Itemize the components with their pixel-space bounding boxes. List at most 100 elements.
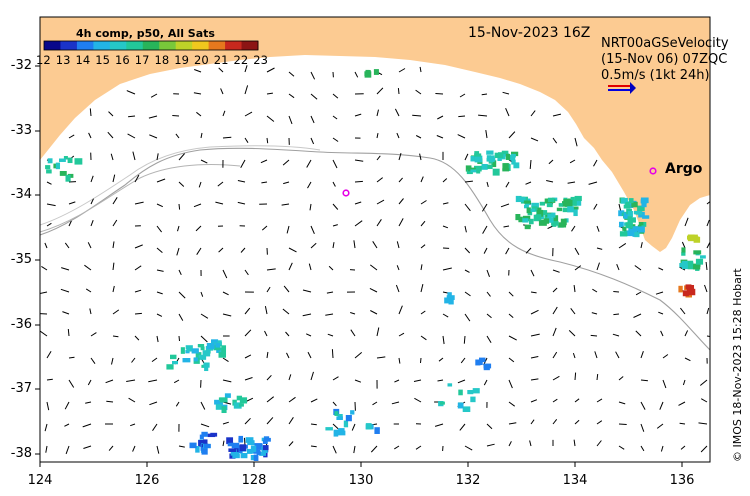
sst-pixel [502,163,509,170]
velocity-arrow [107,131,114,139]
sst-pixel [552,222,557,227]
velocity-arrow [681,241,686,249]
sst-pixel [625,202,630,207]
velocity-arrow [112,335,119,338]
velocity-arrow [574,137,578,147]
velocity-arrow [200,423,210,428]
sst-pixel [458,389,463,396]
velocity-arrow [616,264,620,271]
velocity-arrow [678,401,686,406]
x-tick-label: 128 [241,473,267,488]
sst-pixel [170,354,177,360]
velocity-arrow [413,379,422,382]
sst-pixel [479,357,486,363]
sst-pixel [518,216,523,223]
sst-pixel [498,152,504,159]
velocity-arrow [464,180,473,183]
velocity-arrow [552,113,562,117]
velocity-arrow [149,134,158,139]
velocity-arrow [705,261,708,271]
velocity-arrow [288,441,294,447]
sst-pixel [206,343,215,350]
velocity-arrow [486,181,489,188]
velocity-arrow [420,176,424,183]
sst-pixel [626,230,634,237]
velocity-arrow [85,401,92,404]
velocity-arrow [244,417,251,425]
velocity-arrow [640,351,644,359]
velocity-arrow [457,134,466,139]
velocity-arrow [90,332,97,337]
velocity-arrow [351,423,356,431]
velocity-arrow [60,288,70,293]
velocity-arrow [376,327,380,337]
velocity-arrow [266,396,275,403]
sst-pixel [201,448,208,455]
velocity-arrow [435,93,444,95]
velocity-arrow [612,333,620,337]
velocity-arrow [552,418,558,425]
colorbar-tick: 22 [233,53,249,67]
velocity-arrow [89,308,92,315]
velocity-arrow [112,285,115,293]
velocity-arrow [656,423,664,429]
velocity-arrow [530,291,537,294]
velocity-arrow [457,379,466,384]
velocity-arrow [463,335,466,344]
velocity-arrow [237,201,246,205]
y-tick-label: -38 [10,446,32,461]
velocity-arrow [415,135,422,139]
sst-pixel [573,209,578,217]
sst-pixel [630,217,636,223]
sst-pixel [629,203,634,208]
velocity-arrow [372,241,378,249]
sst-pixel [226,437,234,445]
argo-label: Argo [665,161,703,177]
velocity-arrow [706,335,710,337]
velocity-arrow [529,159,532,169]
velocity-arrow [442,267,452,271]
sst-pixel [627,216,633,223]
colorbar-segment [109,41,127,50]
velocity-arrow [394,108,400,117]
sst-pixel [619,221,624,228]
velocity-arrow [376,219,382,227]
velocity-arrow [261,181,268,184]
velocity-arrow [156,203,164,208]
sst-pixel [239,403,244,407]
velocity-arrow [85,288,92,293]
velocity-arrow [530,378,539,381]
velocity-arrow [706,307,710,315]
velocity-arrow [640,445,645,452]
velocity-arrow [376,109,379,117]
colorbar-tick: 15 [95,53,110,67]
velocity-arrow [151,357,158,363]
velocity-arrow [285,331,290,337]
sst-pixel [685,284,692,290]
colorbar-tick: 16 [115,53,130,67]
sst-pixel [216,347,222,353]
velocity-arrow [195,225,202,232]
sst-pixel [510,153,516,158]
sst-pixel [218,352,227,358]
velocity-arrow [134,244,143,249]
velocity-arrow [310,371,314,381]
velocity-arrow [178,269,182,276]
velocity-arrow [244,65,248,73]
velocity-arrow [126,379,136,382]
velocity-arrow [193,92,202,95]
sst-pixel [556,207,563,212]
sst-pixel [211,339,217,346]
velocity-arrow [194,69,202,73]
velocity-arrow [546,180,554,183]
velocity-arrow [288,93,295,99]
velocity-arrow [478,114,488,117]
sst-pixel [627,211,633,218]
velocity-arrow [502,91,510,95]
velocity-arrow [376,177,384,183]
velocity-arrow [442,335,445,345]
velocity-arrow [266,268,276,271]
land-mass [40,17,710,252]
velocity-arrow [112,219,118,227]
velocity-arrow [700,445,708,453]
